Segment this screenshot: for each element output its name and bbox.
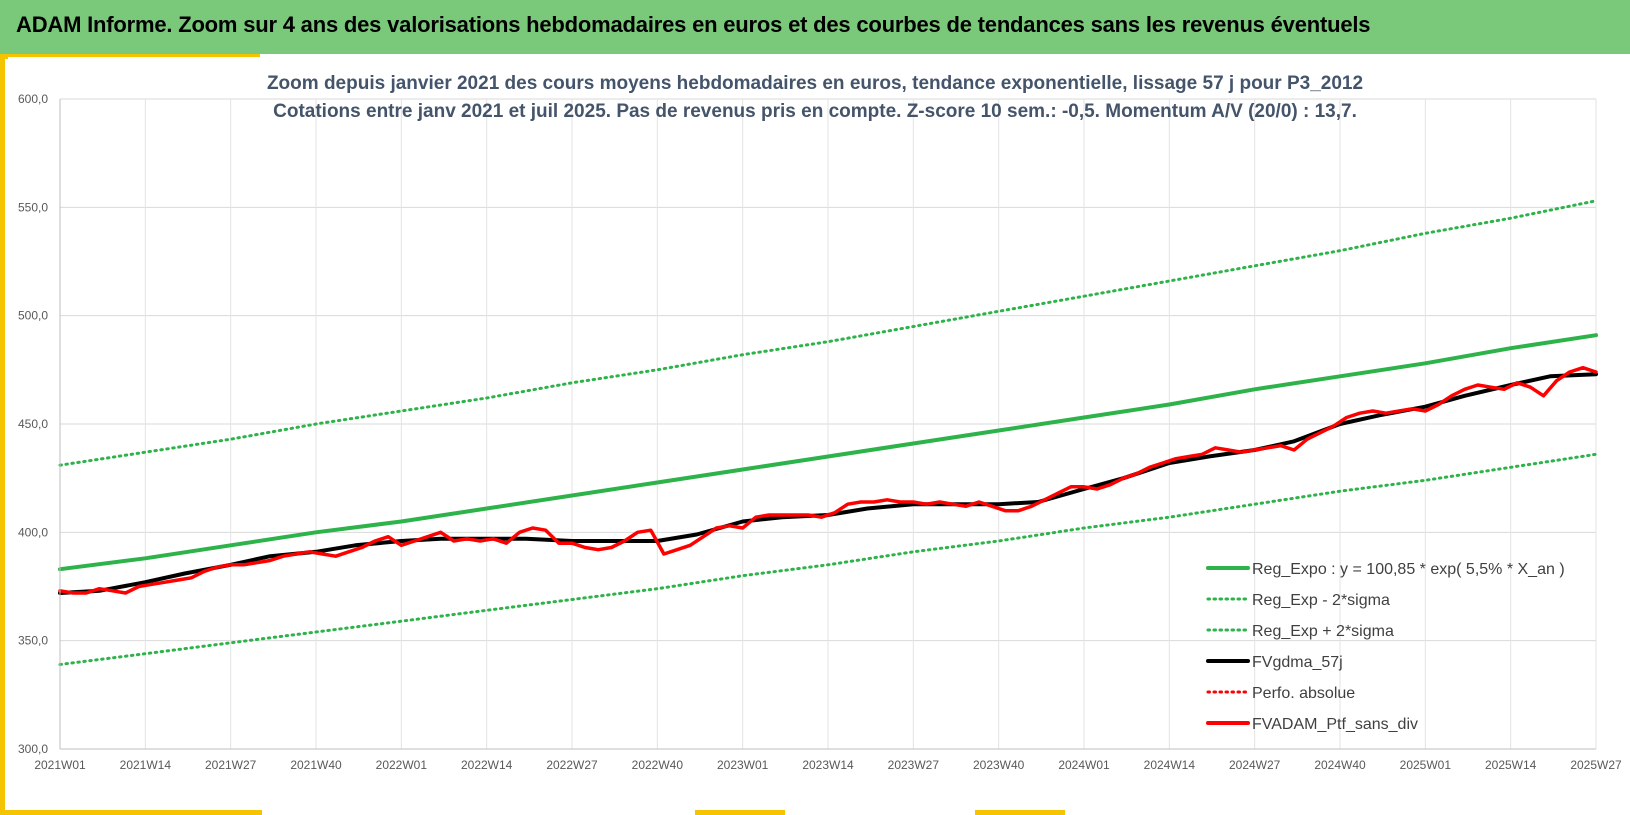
x-tick-label: 2021W14: [120, 758, 172, 772]
x-tick-label: 2022W27: [546, 758, 598, 772]
y-tick-label: 400,0: [18, 525, 48, 539]
series-line-1: [58, 452, 1598, 666]
legend-label: Reg_Exp - 2*sigma: [1252, 592, 1390, 609]
accent-bar-top: [0, 54, 260, 59]
chart-title-block: Zoom depuis janvier 2021 des cours moyen…: [0, 70, 1630, 126]
x-tick-label: 2022W14: [461, 758, 513, 772]
x-tick-label: 2022W01: [376, 758, 428, 772]
chart-legend: Reg_Expo : y = 100,85 * exp( 5,5% * X_an…: [1206, 561, 1565, 733]
series-layer: [58, 199, 1598, 666]
banner-title: ADAM Informe. Zoom sur 4 ans des valoris…: [16, 12, 1371, 37]
accent-bar-left: [0, 54, 5, 815]
series-line-4: [58, 365, 1598, 595]
x-tick-label: 2025W01: [1400, 758, 1452, 772]
x-tick-label: 2023W14: [802, 758, 854, 772]
legend-label: FVgdma_57j: [1252, 654, 1343, 671]
x-tick-label: 2024W01: [1058, 758, 1110, 772]
x-tick-label: 2025W14: [1485, 758, 1537, 772]
x-tick-label: 2025W27: [1570, 758, 1622, 772]
legend-label: Reg_Expo : y = 100,85 * exp( 5,5% * X_an…: [1252, 561, 1565, 578]
y-tick-label: 550,0: [18, 200, 48, 214]
grid-layer: [59, 98, 1597, 750]
series-line-0: [58, 333, 1598, 572]
legend-label: Reg_Exp + 2*sigma: [1252, 623, 1394, 640]
y-tick-label: 300,0: [18, 742, 48, 756]
accent-bar-bottom-right: [975, 810, 1065, 815]
header-banner: ADAM Informe. Zoom sur 4 ans des valoris…: [0, 0, 1630, 54]
y-tick-label: 500,0: [18, 309, 48, 323]
x-tick-label: 2021W27: [205, 758, 257, 772]
y-tick-label: 600,0: [18, 92, 48, 106]
legend-label: Perfo. absolue: [1252, 685, 1355, 702]
x-tick-label: 2024W27: [1229, 758, 1281, 772]
x-tick-label: 2024W40: [1314, 758, 1366, 772]
x-tick-label: 2023W01: [717, 758, 769, 772]
x-tick-label: 2022W40: [632, 758, 684, 772]
accent-bar-bottom: [0, 810, 262, 815]
x-tick-label: 2023W27: [888, 758, 940, 772]
legend-label: FVADAM_Ptf_sans_div: [1252, 716, 1418, 733]
chart-area: [8, 57, 1630, 810]
chart-subtitle: Cotations entre janv 2021 et juil 2025. …: [273, 101, 1357, 122]
x-tick-label: 2021W01: [34, 758, 86, 772]
x-tick-label: 2024W14: [1144, 758, 1196, 772]
chart-title: Zoom depuis janvier 2021 des cours moyen…: [266, 73, 1364, 94]
x-tick-label: 2021W40: [290, 758, 342, 772]
y-tick-label: 350,0: [18, 634, 48, 648]
axis-layer: 300,0 350,0 400,0 450,0 500,0 550,0 600,0 2021W…: [18, 92, 1622, 772]
accent-bar-bottom-mid: [695, 810, 785, 815]
series-line-2: [58, 199, 1598, 467]
x-tick-label: 2023W40: [973, 758, 1025, 772]
y-tick-label: 450,0: [18, 417, 48, 431]
